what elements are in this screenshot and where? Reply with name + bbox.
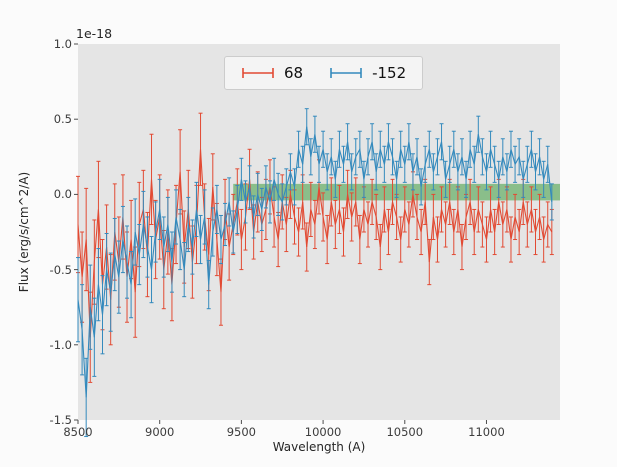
series-line-68	[77, 149, 553, 338]
errorbar-glyph-red	[242, 68, 274, 78]
y-axis-label: Flux (erg/s/cm^2/A)	[17, 171, 31, 293]
y-tick-label: 1.0	[53, 37, 72, 51]
legend-label: -152	[372, 64, 407, 82]
x-tick-label: 9000	[145, 425, 175, 439]
x-tick-label: 9500	[226, 425, 257, 439]
x-axis-label: Wavelength (A)	[272, 440, 366, 454]
legend: 68 -152	[224, 56, 424, 90]
legend-entry: -152	[329, 64, 406, 82]
legend-entry: 68	[241, 64, 303, 82]
y-tick-label: -1.5	[49, 413, 72, 427]
y-tick-label: -0.5	[49, 262, 72, 277]
errorbar-glyph-blue	[330, 68, 362, 78]
legend-label: 68	[284, 64, 304, 82]
y-tick-label: 0.0	[53, 187, 72, 202]
x-tick-label: 10500	[386, 425, 424, 439]
x-tick-label: 10000	[304, 425, 342, 439]
y-axis-offset-label: 1e-18	[76, 26, 113, 41]
y-tick-label: -1.0	[49, 337, 72, 352]
chart-canvas	[74, 43, 560, 438]
series-line--152	[77, 126, 553, 398]
x-tick-label: 8500	[63, 425, 93, 439]
y-tick-label: 0.5	[53, 112, 72, 127]
x-tick-label: 11000	[468, 425, 505, 439]
